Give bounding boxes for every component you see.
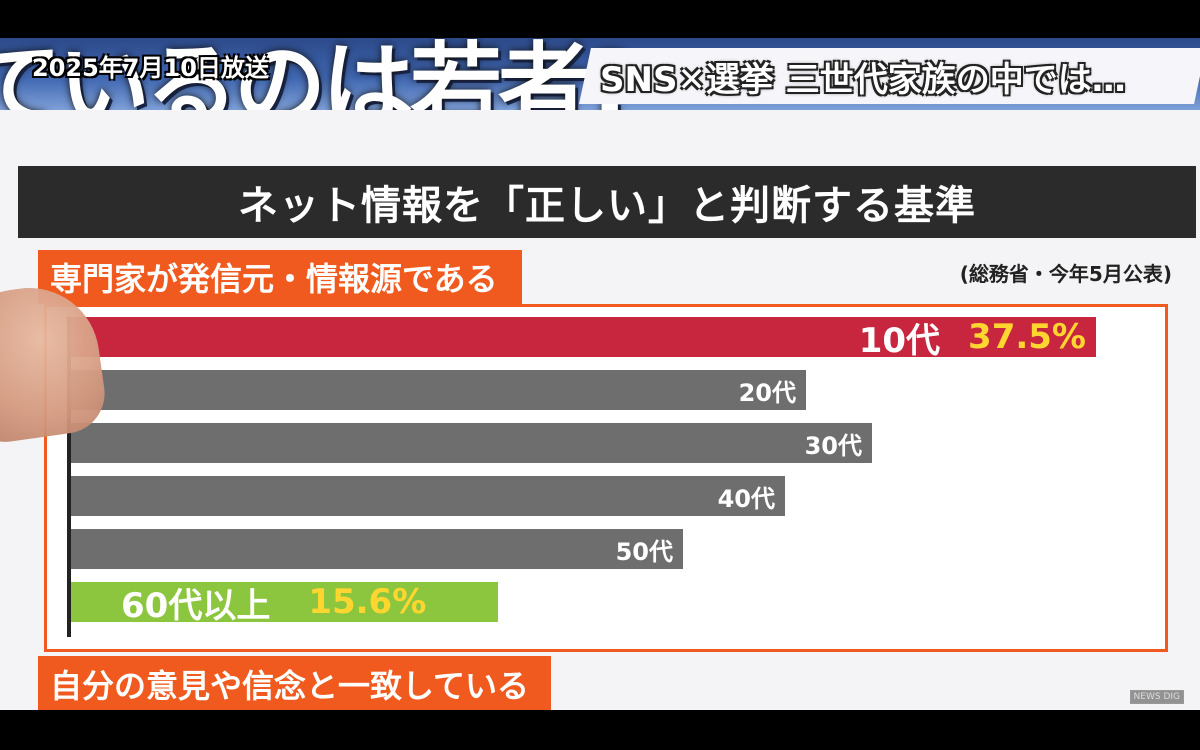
bar-1: 10代 37.5% [71, 317, 1096, 361]
bar-2: 20代 [71, 370, 806, 410]
chart-box: 10代 37.5% 20代 30代 40代 50代 60代以上 15.6% [44, 304, 1168, 652]
bar-category-label: 10代 [858, 320, 941, 361]
bar-area: 10代 37.5% 20代 30代 40代 50代 60代以上 15.6% [67, 317, 1151, 637]
category-label: 専門家が発信元・情報源である [38, 250, 522, 304]
bar-4: 40代 [71, 476, 785, 516]
top-banner: ているのは若者? SNS✕選挙 三世代家族の中では… 2025年7月10日放送 [0, 38, 1200, 110]
banner-title: SNS✕選挙 三世代家族の中では… [600, 60, 1126, 100]
next-category-label: 自分の意見や信念と一致している [38, 656, 552, 710]
bar-category-label: 40代 [717, 484, 775, 513]
bar-category-label: 20代 [738, 378, 796, 407]
watermark-logo: NEWS DIG [1129, 690, 1184, 704]
broadcast-frame: ているのは若者? SNS✕選挙 三世代家族の中では… 2025年7月10日放送 … [0, 38, 1200, 710]
bar-category-label: 60代以上 [121, 585, 271, 626]
bar-value-label: 37.5% [968, 317, 1086, 357]
bar-3: 30代 [71, 423, 872, 463]
bar-5: 50代 [71, 529, 683, 569]
bar-category-label: 50代 [615, 537, 673, 566]
chart-title: ネット情報を「正しい」と判断する基準 [18, 166, 1196, 238]
bar-category-label: 30代 [804, 431, 862, 460]
broadcast-date: 2025年7月10日放送 [32, 54, 269, 82]
bar-value-label: 15.6% [308, 582, 427, 622]
bar-6: 60代以上 15.6% [71, 582, 498, 626]
source-note: (総務省・今年5月公表) [959, 262, 1172, 286]
banner-background-text: ているのは若者? [0, 38, 639, 110]
